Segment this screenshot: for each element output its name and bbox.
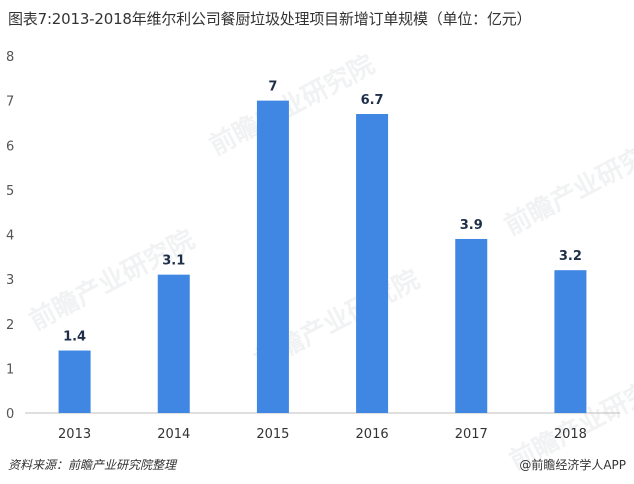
bar-value-label: 1.4 xyxy=(63,330,86,345)
chart-title: 图表7:2013-2018年维尔利公司餐厨垃圾处理项目新增订单规模（单位：亿元） xyxy=(8,10,532,28)
bar-series: 1.4 3.1 7 6.7 3.9 3.2 xyxy=(58,80,587,413)
bar xyxy=(554,270,587,413)
x-tick-label: 2013 xyxy=(58,427,91,442)
bar-value-label: 3.9 xyxy=(460,218,483,233)
bar-value-label: 3.1 xyxy=(162,254,185,269)
x-axis: 2013 2014 2015 2016 2017 2018 xyxy=(58,427,587,442)
x-tick-label: 2017 xyxy=(455,427,488,442)
x-tick-label: 2018 xyxy=(554,427,587,442)
y-tick-label: 4 xyxy=(6,229,14,244)
bar-value-label: 3.2 xyxy=(559,249,582,264)
y-axis: 0 1 2 3 4 5 6 7 8 xyxy=(6,50,14,422)
y-tick-label: 1 xyxy=(6,362,14,377)
y-tick-label: 7 xyxy=(6,95,14,110)
y-tick-label: 2 xyxy=(6,318,14,333)
bar xyxy=(256,100,289,413)
y-tick-label: 3 xyxy=(6,273,14,288)
bar xyxy=(356,114,389,413)
x-tick-label: 2014 xyxy=(157,427,190,442)
source-note: 资料来源：前瞻产业研究院整理 xyxy=(8,458,177,472)
bar-value-label: 6.7 xyxy=(361,93,384,108)
y-tick-label: 5 xyxy=(6,184,14,199)
brand-credit: @前瞻经济学人APP xyxy=(519,458,626,472)
bar xyxy=(455,238,488,413)
y-tick-label: 8 xyxy=(6,50,14,65)
y-tick-label: 6 xyxy=(6,139,14,154)
x-tick-label: 2016 xyxy=(356,427,389,442)
bar xyxy=(157,274,190,413)
x-tick-label: 2015 xyxy=(256,427,289,442)
bar-value-label: 7 xyxy=(268,80,277,95)
y-tick-label: 0 xyxy=(6,407,14,422)
bar xyxy=(58,350,91,413)
